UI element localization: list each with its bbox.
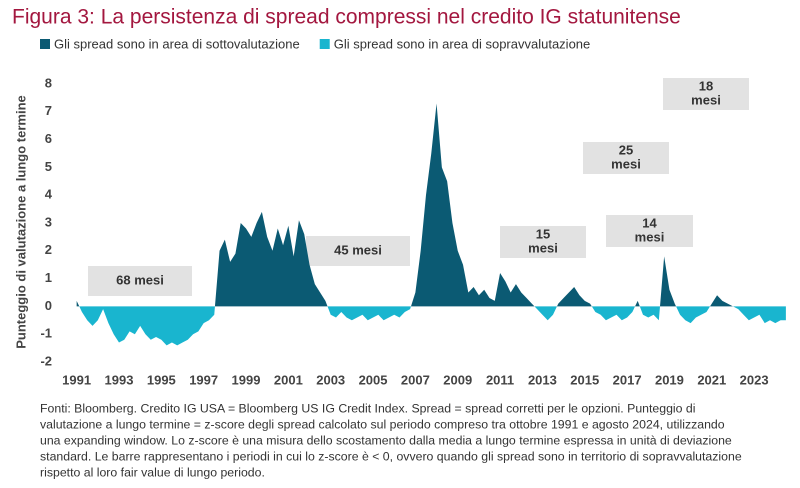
y-tick-label: 2 xyxy=(45,242,52,257)
y-tick-label: 6 xyxy=(45,131,52,146)
annotation-text: mesi xyxy=(611,156,641,171)
y-tick-label: -1 xyxy=(40,326,52,341)
x-tick-label: 2011 xyxy=(486,372,514,387)
annotation-text: mesi xyxy=(528,240,558,255)
x-tick-label: 2001 xyxy=(274,372,303,387)
x-tick-label: 1991 xyxy=(62,372,91,387)
y-tick-label: -2 xyxy=(40,353,52,368)
area-positive xyxy=(660,256,677,307)
footnote: Fonti: Bloomberg. Credito IG USA = Bloom… xyxy=(40,401,696,415)
annotation-text: 15 xyxy=(536,226,550,241)
annotation-text: 45 mesi xyxy=(334,242,382,257)
footnote: valutazione a lungo termine = z-score de… xyxy=(40,417,725,431)
x-tick-label: 2021 xyxy=(697,372,726,387)
area-positive xyxy=(710,295,733,307)
area-negative xyxy=(79,306,215,346)
x-tick-label: 2015 xyxy=(570,372,599,387)
area-positive xyxy=(635,300,640,307)
annotation-box xyxy=(306,236,410,266)
y-tick-label: 5 xyxy=(45,159,52,174)
x-tick-label: 1993 xyxy=(105,372,134,387)
footnote: standard. Le barre rappresentano i perio… xyxy=(40,449,742,463)
x-tick-label: 1999 xyxy=(232,372,261,387)
annotation-box xyxy=(88,266,192,296)
area-negative xyxy=(732,306,786,324)
y-tick-label: 3 xyxy=(45,214,52,229)
y-axis-label: Punteggio di valutazione a lungo termine xyxy=(13,95,28,349)
footnote: una expanding window. Lo z-score è una m… xyxy=(40,433,732,447)
annotation-text: 18 xyxy=(699,78,713,93)
x-tick-label: 2019 xyxy=(655,372,684,387)
x-tick-label: 2007 xyxy=(401,372,430,387)
annotation-text: 14 xyxy=(642,215,657,230)
x-tick-label: 2009 xyxy=(443,372,472,387)
legend-label: Gli spread sono in area di sottovalutazi… xyxy=(54,36,300,51)
annotation-text: mesi xyxy=(691,92,721,107)
area-negative xyxy=(591,306,636,321)
y-tick-label: 0 xyxy=(45,298,52,313)
area-negative xyxy=(639,306,661,321)
x-tick-label: 2005 xyxy=(359,372,388,387)
y-tick-label: 8 xyxy=(45,75,52,90)
x-tick-label: 1995 xyxy=(147,372,176,387)
area-negative xyxy=(327,306,411,321)
annotation-text: 25 xyxy=(619,142,633,157)
annotation-box xyxy=(583,142,669,174)
x-tick-label: 2013 xyxy=(528,372,557,387)
x-tick-label: 1997 xyxy=(189,372,218,387)
area-positive xyxy=(556,286,592,307)
area-positive xyxy=(76,300,80,307)
area-negative xyxy=(534,306,557,321)
chart-title: Figura 3: La persistenza di spread compr… xyxy=(12,6,681,29)
annotation-text: 68 mesi xyxy=(116,272,164,287)
annotation-box xyxy=(663,78,749,110)
x-tick-label: 2023 xyxy=(740,372,769,387)
annotation-box xyxy=(500,226,586,258)
legend-swatch xyxy=(319,39,330,49)
legend-swatch xyxy=(40,39,50,49)
area-positive xyxy=(410,103,535,307)
area-positive xyxy=(214,211,328,307)
annotation-text: mesi xyxy=(635,229,665,244)
y-tick-label: 7 xyxy=(45,103,52,118)
y-tick-label: 4 xyxy=(45,187,53,202)
x-tick-label: 2003 xyxy=(316,372,345,387)
legend-label: Gli spread sono in area di sopravvalutaz… xyxy=(334,36,591,51)
y-tick-label: 1 xyxy=(45,270,52,285)
annotation-box xyxy=(606,215,693,247)
x-tick-label: 2017 xyxy=(613,372,642,387)
footnote: rispetto al loro fair value di lungo per… xyxy=(40,465,265,479)
area-negative xyxy=(676,306,711,324)
